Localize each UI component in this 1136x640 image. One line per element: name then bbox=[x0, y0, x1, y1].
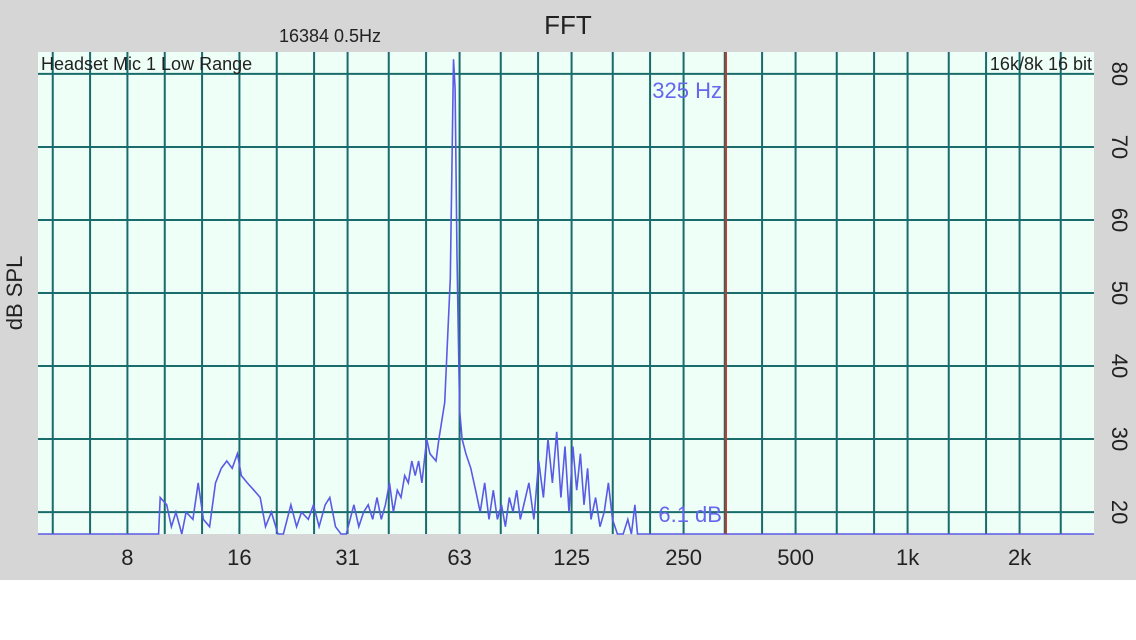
x-tick-label: 250 bbox=[665, 545, 702, 570]
x-tick-label: 125 bbox=[553, 545, 590, 570]
spectrum-line bbox=[38, 59, 1094, 535]
title: FFT bbox=[544, 10, 592, 40]
y-tick-label: 30 bbox=[1107, 427, 1132, 451]
x-tick-label: 8 bbox=[121, 545, 133, 570]
cursor-level: 6.1 dB bbox=[658, 502, 722, 527]
x-tick-label: 63 bbox=[447, 545, 471, 570]
fft-info: 16384 0.5Hz bbox=[279, 26, 381, 46]
marks bbox=[38, 52, 1094, 535]
input-name: Headset Mic 1 Low Range bbox=[41, 54, 252, 74]
y-tick-label: 70 bbox=[1107, 135, 1132, 159]
y-tick-label: 60 bbox=[1107, 208, 1132, 232]
y-tick-label: 20 bbox=[1107, 500, 1132, 524]
x-tick-label: 500 bbox=[777, 545, 814, 570]
x-tick-label: 16 bbox=[227, 545, 251, 570]
y-tick-label: 80 bbox=[1107, 62, 1132, 86]
y-tick-label: 50 bbox=[1107, 281, 1132, 305]
x-tick-label: 31 bbox=[335, 545, 359, 570]
y-axis-label: dB SPL bbox=[2, 256, 27, 331]
cursor-frequency: 325 Hz bbox=[652, 78, 722, 103]
x-tick-label: 1k bbox=[896, 545, 920, 570]
y-tick-label: 40 bbox=[1107, 354, 1132, 378]
format: 16k/8k 16 bit bbox=[990, 54, 1092, 74]
grid bbox=[38, 52, 1094, 534]
x-tick-label: 2k bbox=[1008, 545, 1032, 570]
